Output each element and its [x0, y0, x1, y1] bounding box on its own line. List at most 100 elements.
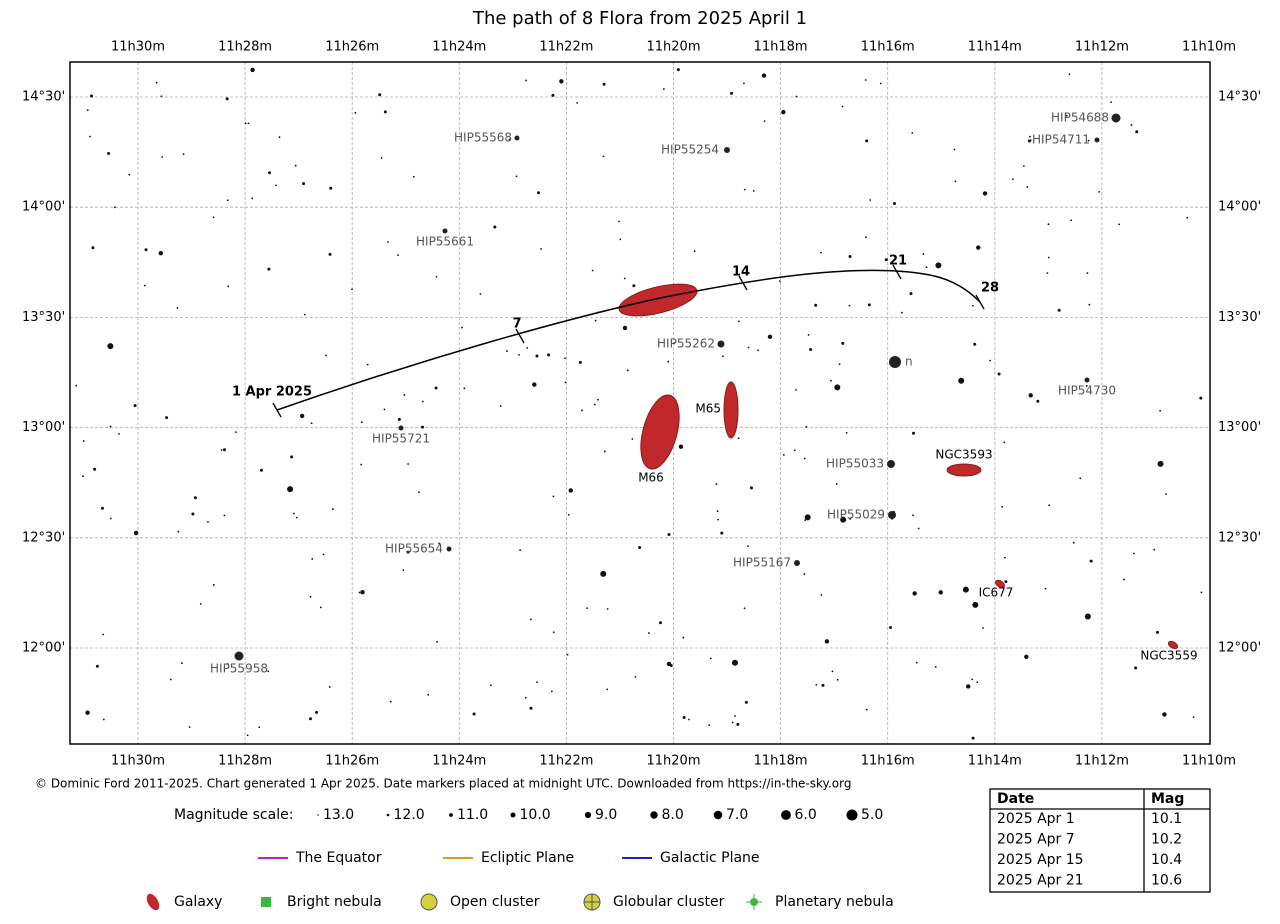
star: [311, 558, 314, 560]
star: [1068, 73, 1071, 76]
star: [602, 155, 605, 158]
star: [743, 607, 746, 610]
star: [804, 514, 811, 521]
star: [319, 606, 322, 609]
star: [1070, 219, 1073, 222]
star: [1135, 130, 1139, 134]
star: [593, 403, 596, 406]
legend-label: Planetary nebula: [775, 894, 894, 910]
star: [133, 404, 137, 408]
star: [188, 726, 191, 728]
star: [397, 417, 401, 421]
star: [551, 93, 555, 97]
chart-title: The path of 8 Flora from 2025 April 1: [472, 8, 807, 29]
star: [1011, 178, 1014, 181]
magnitude-dot: [713, 810, 723, 820]
dec-label-left: 13°30': [22, 310, 65, 325]
star: [954, 180, 957, 183]
star: [1200, 591, 1203, 594]
table-cell: 2025 Apr 15: [997, 852, 1084, 868]
star: [722, 355, 724, 358]
star: [736, 722, 740, 726]
star: [412, 175, 415, 178]
star: [526, 346, 529, 349]
star: [849, 518, 852, 520]
magnitude-scale-label: Magnitude scale:: [174, 807, 293, 823]
star: [821, 683, 825, 687]
star: [576, 101, 579, 104]
star: [489, 684, 492, 687]
star: [564, 357, 566, 360]
star: [795, 388, 797, 391]
table-header: Mag: [1151, 791, 1184, 807]
star: [234, 651, 244, 661]
star: [165, 416, 169, 420]
ra-label-bottom: 11h26m: [325, 754, 379, 769]
star: [529, 618, 532, 621]
magnitude-value: 11.0: [457, 807, 488, 823]
star: [133, 530, 139, 536]
star: [212, 584, 215, 586]
star: [594, 319, 597, 322]
dec-label-right: 13°00': [1218, 420, 1261, 435]
ra-label-bottom: 11h14m: [968, 754, 1022, 769]
star: [435, 275, 438, 278]
star: [567, 513, 570, 516]
star: [805, 425, 808, 428]
star: [709, 657, 712, 660]
star: [267, 267, 271, 271]
dec-label-right: 14°30': [1218, 90, 1261, 105]
dec-label-left: 12°30': [22, 530, 65, 545]
star: [782, 453, 785, 456]
ra-label-top: 11h14m: [968, 40, 1022, 55]
star: [717, 518, 719, 521]
star: [887, 460, 895, 468]
star: [888, 626, 892, 630]
star: [747, 545, 749, 548]
star: [109, 517, 112, 520]
legend-label: Bright nebula: [287, 894, 382, 910]
ra-label-bottom: 11h20m: [647, 754, 701, 769]
star: [693, 250, 696, 253]
table-cell: 10.4: [1151, 852, 1182, 868]
galaxy: [640, 394, 680, 470]
object-label: HIP55568: [454, 131, 512, 145]
star: [118, 433, 120, 435]
star: [331, 508, 334, 511]
star: [158, 250, 163, 256]
star: [865, 139, 869, 143]
star: [966, 684, 971, 689]
star: [540, 248, 542, 250]
star: [1003, 441, 1006, 444]
star: [606, 608, 609, 610]
star: [181, 662, 183, 665]
star: [259, 468, 263, 472]
star: [191, 512, 195, 516]
star: [840, 516, 847, 523]
star: [795, 95, 798, 98]
star: [781, 109, 786, 115]
magnitude-value: 9.0: [595, 807, 617, 823]
star: [912, 591, 917, 596]
star: [662, 88, 665, 90]
star: [329, 186, 333, 190]
legend-globular-cross: [584, 894, 600, 910]
star: [398, 425, 404, 431]
ra-label-bottom: 11h12m: [1075, 754, 1129, 769]
star: [581, 409, 583, 412]
star: [1028, 393, 1033, 398]
star: [1065, 114, 1068, 117]
chart-frame: [69, 61, 1211, 745]
star: [226, 663, 229, 665]
star: [506, 350, 508, 352]
magnitude-dot: [510, 812, 516, 818]
date-marker: 21: [889, 254, 907, 269]
star: [848, 255, 852, 259]
dec-label-left: 12°00': [22, 641, 65, 656]
star: [884, 258, 888, 262]
star: [383, 408, 386, 411]
star: [743, 188, 746, 191]
star: [227, 285, 230, 288]
star: [738, 320, 740, 323]
star: [418, 491, 420, 494]
